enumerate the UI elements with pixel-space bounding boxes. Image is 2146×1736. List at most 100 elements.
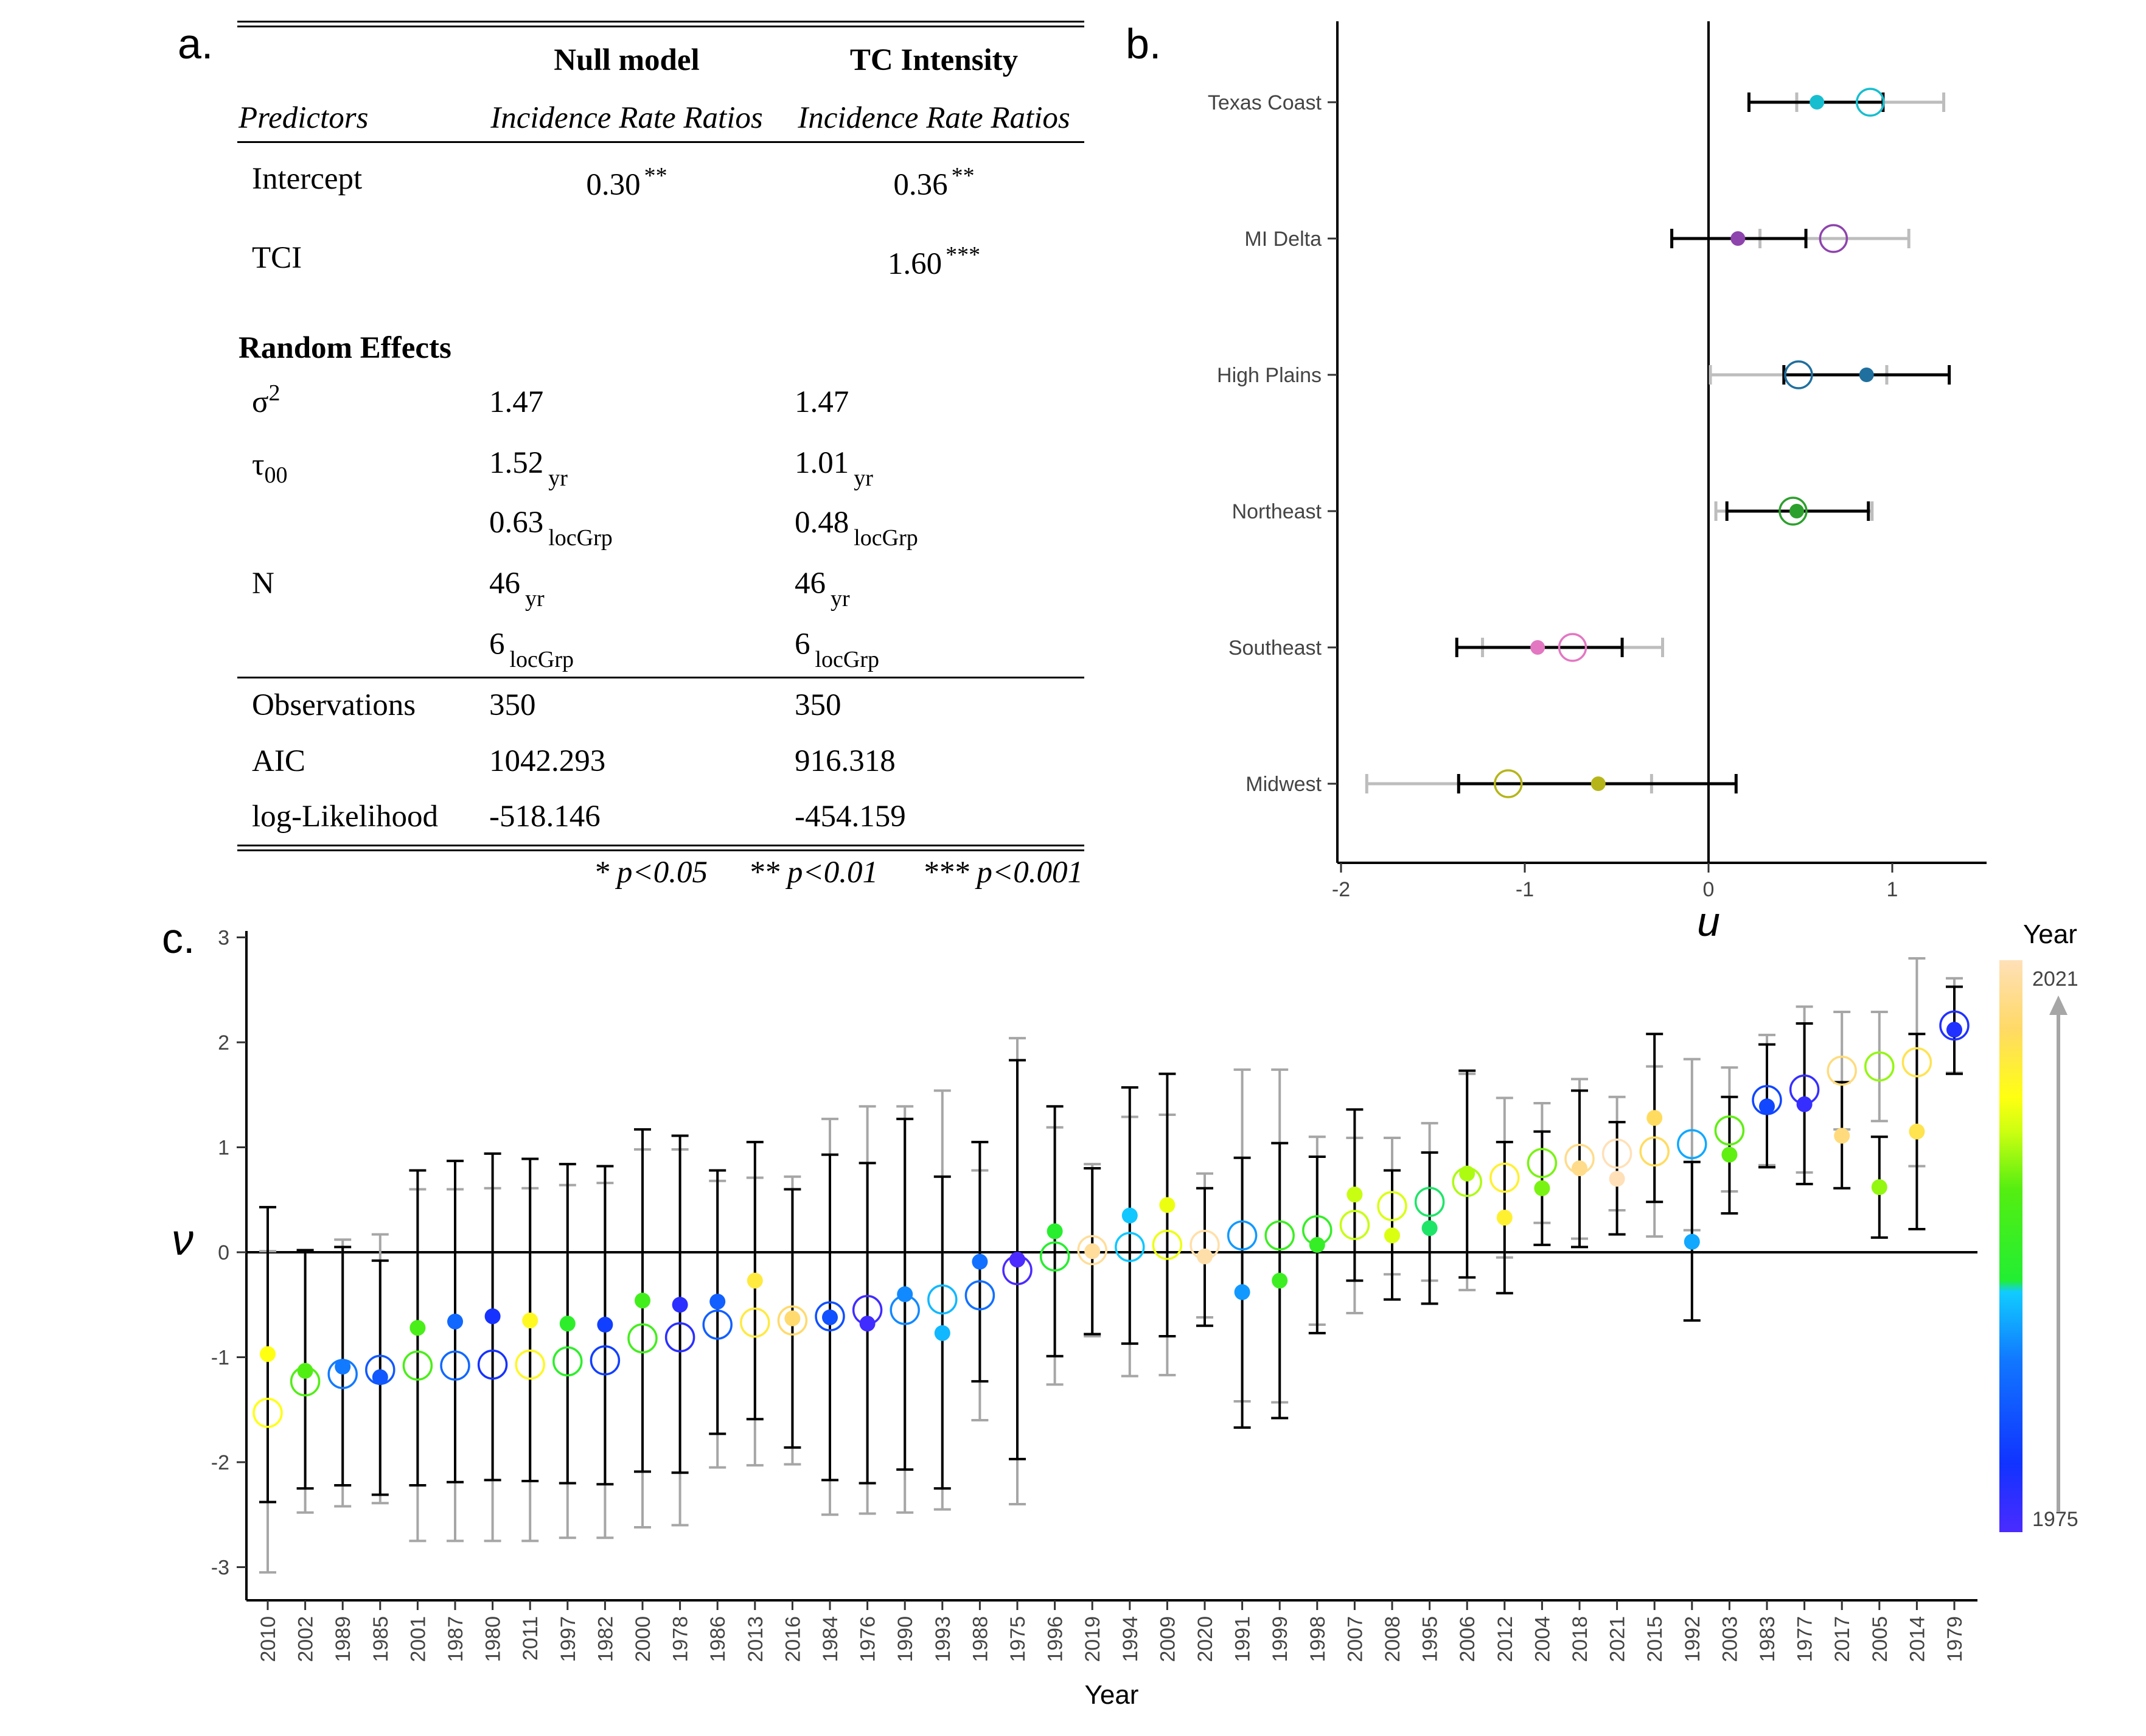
c-x-tick-label: 1978 [669,1616,692,1662]
c-point-dot [260,1346,276,1362]
tau-label: τ00 [252,448,288,488]
c-point-dot [1721,1146,1738,1163]
c-x-tick-label: 2005 [1869,1616,1892,1662]
c-point-circle [552,1346,583,1377]
c-point-dot [559,1316,576,1332]
c-point-dot [522,1312,538,1329]
sub-header-null: Incidence Rate Ratios [490,101,763,135]
panel-label-c: c. [162,915,195,962]
panel-label-b: b. [1126,20,1162,68]
c-x-tick-label: 1977 [1794,1616,1817,1662]
c-point-circle [1227,1220,1258,1251]
c-point-circle [327,1359,358,1389]
c-x-tick-label: 1992 [1681,1616,1704,1662]
c-point-circle [1339,1210,1370,1240]
c-point-circle [440,1350,470,1381]
c-point-dot [1421,1220,1438,1236]
c-point-circle [477,1349,508,1380]
c-point-circle [740,1307,770,1338]
n-loc-tc: 6 locGrp [795,627,880,672]
c-point-dot [1496,1210,1513,1226]
b-y-tick-label: Midwest [1245,773,1322,796]
b-point-dot [1789,504,1804,518]
c-point-circle [1714,1115,1745,1146]
c-x-tick-label: 2020 [1194,1616,1217,1662]
c-x-tick-label: 1975 [1006,1616,1029,1662]
c-point-circle [1639,1136,1670,1167]
c-x-tick-label: 1991 [1232,1616,1255,1662]
obs-label: Observations [252,688,416,722]
c-y-tick-label: 0 [218,1241,229,1264]
c-point-circle [890,1295,920,1325]
c-point-circle [702,1309,733,1340]
c-x-tick-label: 1976 [857,1616,880,1662]
c-x-tick-label: 2018 [1569,1616,1592,1662]
c-point-dot [635,1292,650,1309]
c-x-tick-label: 1994 [1119,1616,1142,1662]
loglik-null: -518.146 [489,800,601,834]
c-point-dot [1234,1284,1250,1300]
c-point-dot [859,1316,876,1332]
c-point-circle [253,1398,283,1428]
c-legend-arrow-head [2049,995,2068,1015]
col-header-null: Null model [554,43,700,77]
tau-yr-null: 1.52 yr [489,446,568,491]
b-x-axis-title: u [1697,899,1720,945]
c-x-tick-label: 2016 [781,1616,804,1662]
c-point-circle [1564,1143,1595,1174]
row-intercept-tc: 0.36 ** [893,163,975,202]
c-x-tick-label: 1993 [932,1616,955,1662]
row-tci-tc: 1.60 *** [887,242,981,281]
c-x-tick-label: 1997 [557,1616,580,1662]
c-point-dot [1159,1197,1176,1213]
sigma-null: 1.47 [489,385,544,419]
n-loc-null: 6 locGrp [489,627,574,672]
footnote-1: * p<0.05 [593,856,708,890]
c-point-dot [1197,1248,1213,1264]
loglik-label: log-Likelihood [252,800,438,834]
c-y-tick-label: 3 [218,927,229,950]
tau-loc-tc: 0.48 locGrp [795,506,918,551]
c-point-circle [1939,1010,1970,1041]
c-point-circle [1302,1215,1333,1246]
c-point-circle [590,1345,621,1376]
c-x-tick-label: 2019 [1081,1616,1104,1662]
tau-loc-null: 0.63 locGrp [489,506,613,551]
c-x-tick-label: 1990 [894,1616,917,1662]
c-x-tick-label: 1984 [819,1616,842,1662]
c-x-tick-label: 2011 [519,1616,542,1661]
c-point-dot [484,1308,501,1325]
c-point-circle [402,1350,433,1381]
c-y-tick-label: 1 [218,1137,229,1160]
c-point-circle [964,1280,995,1311]
c-legend-max-label: 2021 [2032,967,2078,991]
c-point-circle [1077,1235,1107,1266]
c-point-dot [335,1359,351,1375]
sigma-label: σ2 [252,380,280,419]
c-point-circle [1039,1241,1070,1272]
c-legend-title: Year [2023,919,2077,949]
c-point-dot [1009,1252,1025,1268]
c-legend-colorbar [1999,960,2022,1532]
c-point-circle [1601,1138,1632,1169]
c-x-tick-label: 2007 [1343,1616,1367,1662]
c-x-tick-label: 1979 [1943,1616,1967,1662]
c-x-tick-label: 2000 [632,1616,655,1662]
c-y-tick-label: 2 [218,1031,229,1054]
c-point-dot [1871,1179,1887,1196]
c-x-tick-label: 1985 [369,1616,392,1662]
c-point-dot [372,1369,388,1386]
b-y-tick-label: MI Delta [1244,228,1322,251]
c-y-tick-label: -1 [211,1347,229,1370]
c-x-tick-label: 2003 [1718,1616,1741,1662]
c-point-dot [1946,1022,1962,1038]
c-point-circle [1452,1166,1482,1197]
c-x-tick-label: 1995 [1419,1616,1442,1662]
c-x-tick-label: 1988 [969,1616,992,1662]
c-point-dot [784,1310,801,1326]
c-point-circle [1377,1191,1407,1221]
col-header-tc: TC Intensity [849,43,1019,77]
c-point-dot [934,1325,950,1341]
c-point-circle [664,1322,695,1353]
c-point-dot [1459,1165,1475,1182]
